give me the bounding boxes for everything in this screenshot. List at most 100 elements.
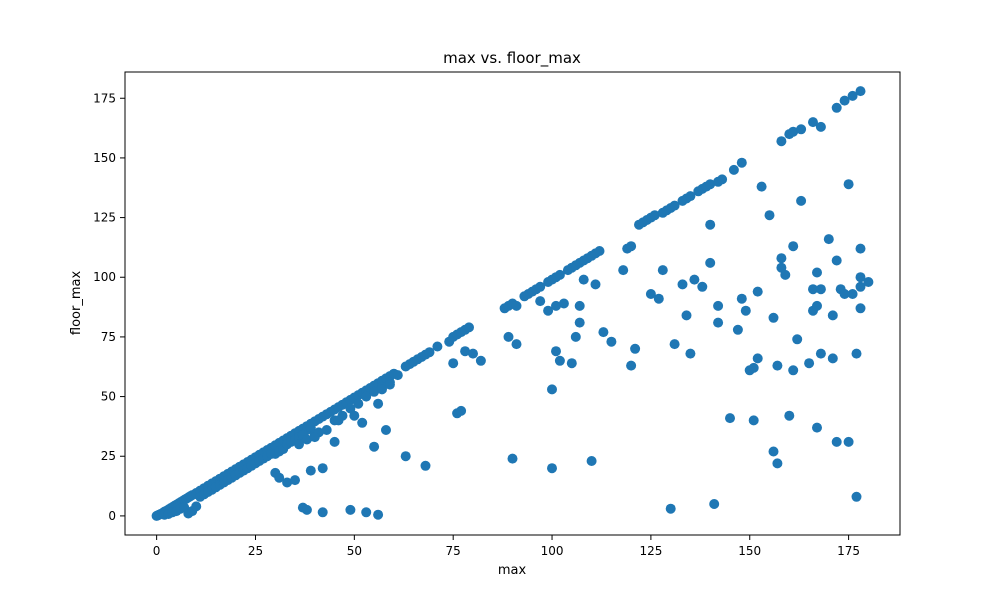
data-point-108 — [626, 241, 637, 252]
data-point-126 — [717, 174, 728, 185]
data-point-240 — [653, 293, 664, 304]
data-point-226 — [547, 463, 557, 474]
data-point-128 — [736, 157, 747, 168]
data-point-272 — [788, 365, 799, 376]
data-point-206 — [381, 425, 391, 435]
data-point-185 — [369, 386, 380, 397]
data-point-132 — [796, 124, 807, 135]
data-point-214 — [468, 348, 478, 359]
data-point-233 — [590, 279, 601, 290]
data-point-267 — [776, 253, 787, 264]
data-point-297 — [855, 303, 866, 314]
data-point-199 — [329, 436, 340, 447]
data-point-136 — [839, 95, 850, 106]
y-tick-label: 125 — [93, 211, 116, 225]
data-point-203 — [369, 441, 380, 452]
data-point-135 — [831, 102, 842, 113]
y-axis-label: floor_max — [69, 271, 84, 336]
data-point-250 — [713, 300, 724, 311]
y-tick-label: 0 — [108, 509, 116, 523]
y-tick-label: 150 — [93, 151, 116, 165]
data-point-278 — [812, 267, 822, 278]
data-point-195 — [301, 434, 312, 445]
x-tick-label: 125 — [639, 544, 662, 558]
data-point-303 — [345, 504, 356, 515]
data-point-291 — [843, 179, 854, 190]
data-point-294 — [851, 491, 862, 502]
data-point-191 — [282, 477, 293, 488]
data-point-305 — [373, 509, 384, 520]
data-point-93 — [535, 281, 546, 292]
data-point-248 — [705, 219, 716, 230]
data-point-263 — [768, 312, 779, 323]
data-point-228 — [570, 331, 581, 342]
x-tick-label: 50 — [347, 544, 362, 558]
data-point-252 — [725, 413, 735, 424]
data-point-279 — [812, 300, 822, 311]
data-point-289 — [839, 289, 850, 299]
data-point-295 — [855, 281, 866, 292]
data-point-247 — [697, 281, 708, 292]
data-point-287 — [831, 255, 842, 266]
data-point-281 — [815, 348, 826, 359]
data-point-212 — [456, 405, 467, 416]
data-point-306 — [665, 503, 676, 514]
data-point-201 — [349, 410, 360, 421]
data-point-246 — [689, 274, 700, 285]
data-point-286 — [831, 436, 842, 447]
data-point-88 — [511, 300, 522, 311]
data-point-129 — [776, 136, 787, 147]
x-tick-label: 25 — [248, 544, 263, 558]
data-point-127 — [728, 164, 739, 175]
data-point-210 — [448, 358, 459, 369]
data-point-213 — [460, 346, 471, 357]
y-tick-label: 175 — [93, 91, 116, 105]
x-axis-label: max — [498, 563, 527, 578]
y-tick-label: 25 — [101, 449, 116, 463]
data-point-229 — [574, 317, 585, 328]
data-point-217 — [507, 453, 518, 464]
data-point-261 — [756, 181, 767, 192]
chart-title: max vs. floor_max — [443, 49, 581, 68]
data-point-179 — [321, 425, 332, 435]
data-point-283 — [823, 234, 834, 245]
data-point-285 — [827, 353, 838, 364]
data-point-258 — [748, 415, 759, 426]
data-point-97 — [554, 269, 565, 280]
data-point-284 — [827, 310, 838, 321]
data-point-255 — [740, 305, 751, 316]
data-point-137 — [847, 90, 858, 101]
x-axis: 0 25 50 75 100 125 150 175 — [153, 535, 860, 558]
data-point-271 — [788, 241, 799, 252]
data-point-208 — [400, 451, 411, 462]
data-point-293 — [851, 348, 862, 359]
x-tick-label: 0 — [153, 544, 161, 558]
y-tick-label: 100 — [93, 270, 116, 284]
y-tick-label: 50 — [101, 390, 116, 404]
data-point-245 — [685, 348, 696, 359]
data-point-236 — [618, 265, 629, 276]
data-point-184 — [361, 391, 372, 402]
data-point-231 — [578, 274, 589, 285]
x-tick-label: 75 — [446, 544, 461, 558]
data-point-230 — [574, 300, 585, 311]
data-point-200 — [333, 415, 344, 426]
data-point-188 — [392, 370, 403, 381]
data-point-302 — [317, 507, 328, 518]
data-point-238 — [630, 343, 641, 354]
data-point-292 — [847, 289, 858, 299]
data-point-237 — [626, 360, 637, 371]
data-point-275 — [804, 358, 815, 369]
data-point-274 — [796, 195, 807, 206]
data-point-224 — [554, 355, 565, 366]
data-point-266 — [772, 360, 783, 371]
data-point-147 — [191, 501, 202, 512]
data-point-265 — [772, 458, 783, 469]
data-point-225 — [558, 298, 569, 309]
data-point-260 — [752, 353, 763, 364]
data-point-254 — [736, 293, 747, 304]
data-point-138 — [855, 86, 866, 97]
data-point-183 — [353, 398, 364, 409]
data-point-77 — [424, 347, 435, 358]
data-point-301 — [301, 504, 312, 515]
